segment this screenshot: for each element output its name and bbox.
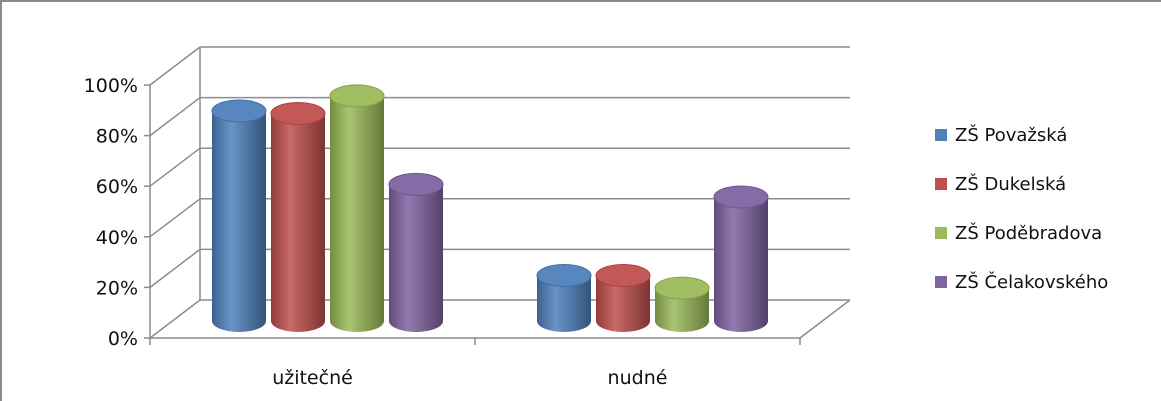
legend-label: ZŠ Považská	[955, 124, 1067, 146]
bar	[329, 84, 385, 332]
bar	[595, 263, 651, 332]
y-tick-label: 100%	[84, 75, 138, 97]
bar-body	[389, 184, 443, 332]
bar-top	[595, 263, 651, 287]
legend: ZŠ Považská ZŠ Dukelská ZŠ Poděbradova ZŠ Č…	[935, 124, 1108, 293]
bar	[654, 276, 710, 332]
legend-swatch	[935, 178, 947, 190]
legend-label: ZŠ Čelakovského	[955, 271, 1108, 293]
legend-label: ZŠ Poděbradova	[955, 222, 1102, 244]
x-category-label: užitečné	[272, 367, 353, 389]
bar-top	[713, 185, 769, 209]
bar-body	[537, 275, 591, 332]
legend-swatch	[935, 129, 947, 141]
legend-label: ZŠ Dukelská	[955, 173, 1066, 195]
bar-top	[388, 172, 444, 196]
bar-top	[536, 263, 592, 287]
wall-diagonal	[149, 299, 201, 339]
bar-body	[655, 288, 709, 332]
bar-body	[271, 113, 325, 332]
x-category-label: nudné	[608, 367, 668, 389]
wall-diagonal	[149, 198, 201, 238]
bar	[388, 172, 444, 332]
bar	[713, 185, 769, 332]
bar	[211, 99, 267, 332]
bars	[211, 84, 769, 332]
bar-body	[596, 275, 650, 332]
bar-body	[330, 95, 384, 332]
bar	[270, 102, 326, 332]
legend-swatch	[935, 227, 947, 239]
legend-swatch	[935, 276, 947, 288]
y-tick-label: 0%	[108, 328, 138, 350]
floor-edge	[799, 299, 851, 339]
bar-body	[212, 111, 266, 332]
wall-diagonal	[149, 46, 201, 86]
bar-body	[714, 197, 768, 332]
wall-diagonal	[149, 248, 201, 288]
y-tick-label: 20%	[96, 277, 138, 299]
bar-top	[654, 276, 710, 300]
y-tick-label: 60%	[96, 176, 138, 198]
bar-top	[211, 99, 267, 123]
bar	[536, 263, 592, 332]
wall-diagonal	[149, 147, 201, 187]
bar-top	[270, 102, 326, 126]
bar-top	[329, 84, 385, 108]
wall-diagonal	[149, 97, 201, 137]
y-tick-label: 80%	[96, 126, 138, 148]
y-tick-label: 40%	[96, 227, 138, 249]
